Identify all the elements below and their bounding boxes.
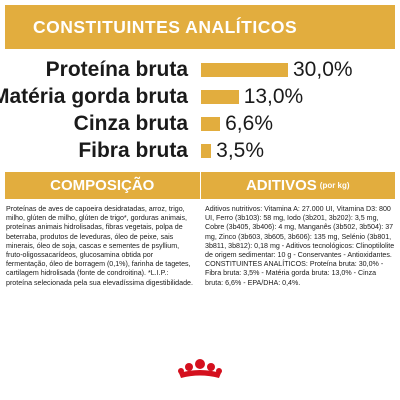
additives-unit: (por kg) bbox=[319, 181, 350, 190]
additives-title: ADITIVOS bbox=[245, 177, 317, 194]
nutrient-row-fiber: Fibra bruta 3,5% bbox=[0, 137, 400, 165]
nutrient-bar bbox=[201, 90, 239, 104]
nutrient-value: 6,6% bbox=[225, 112, 273, 135]
nutrient-label: Fibra bruta bbox=[78, 139, 188, 162]
nutrient-bar bbox=[201, 117, 221, 131]
header-divider bbox=[199, 172, 201, 199]
composition-header: COMPOSIÇÃO bbox=[5, 172, 200, 199]
nutrient-bar bbox=[201, 63, 288, 77]
nutrient-bar bbox=[201, 144, 212, 158]
royal-canin-crown-icon bbox=[178, 359, 222, 378]
nutrient-label: Proteína bruta bbox=[45, 58, 188, 81]
nutrient-label: Cinza bruta bbox=[73, 112, 188, 135]
composition-text: Proteínas de aves de capoeira desidratad… bbox=[6, 205, 193, 287]
nutrient-row-fat: Matéria gorda bruta 13,0% bbox=[0, 83, 400, 111]
nutrient-row-ash: Cinza bruta 6,6% bbox=[0, 110, 400, 138]
nutrient-label: Matéria gorda bruta bbox=[0, 85, 188, 108]
analytical-constituents-banner: CONSTITUINTES ANALÍTICOS bbox=[5, 5, 395, 49]
nutrient-value: 30,0% bbox=[293, 58, 353, 81]
section-headers-banner: COMPOSIÇÃO ADITIVOS (por kg) bbox=[5, 172, 395, 199]
additives-text: Aditivos nutritivos: Vitamina A: 27.000 … bbox=[205, 205, 395, 287]
additives-header: ADITIVOS (por kg) bbox=[201, 172, 396, 199]
nutrient-value: 13,0% bbox=[243, 85, 304, 108]
nutrient-row-protein: Proteína bruta 30,0% bbox=[0, 56, 400, 84]
nutrient-value: 3,5% bbox=[216, 139, 265, 162]
analytical-constituents-title: CONSTITUINTES ANALÍTICOS bbox=[33, 16, 298, 37]
composition-title: COMPOSIÇÃO bbox=[50, 177, 155, 194]
